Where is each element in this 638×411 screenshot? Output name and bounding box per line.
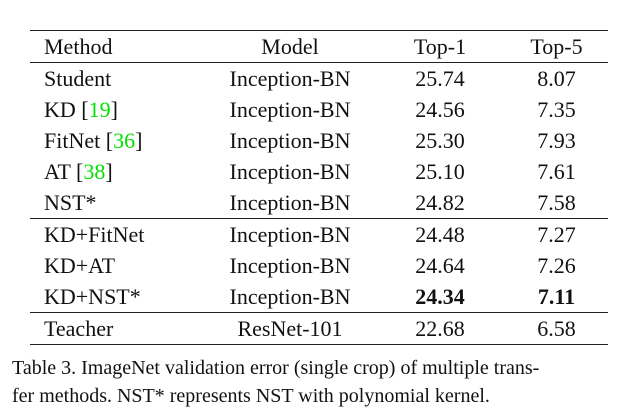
method-text: KD+FitNet — [44, 221, 145, 247]
model-cell: Inception-BN — [229, 252, 351, 278]
method-cell: NST* — [30, 190, 205, 216]
top1-cell: 22.68 — [415, 315, 465, 341]
header-cell: Top-5 — [530, 33, 583, 59]
method-cell: KD [19] — [30, 97, 205, 123]
table-row: FitNet [36] Inception-BN 25.30 7.93 — [30, 125, 608, 156]
top5-cell: 7.35 — [537, 96, 576, 122]
table-row: AT [38] Inception-BN 25.10 7.61 — [30, 156, 608, 187]
method-text: KD+NST* — [44, 283, 141, 309]
method-text: KD+AT — [44, 252, 116, 278]
header-cell: Top-1 — [413, 33, 467, 59]
method-text: ] — [110, 96, 118, 122]
top1-cell: 25.30 — [415, 127, 465, 153]
table-row: KD+FitNet Inception-BN 24.48 7.27 — [30, 218, 608, 250]
table-row: KD [19] Inception-BN 24.56 7.35 — [30, 94, 608, 125]
top1-cell: 25.74 — [415, 65, 465, 91]
table-row: Student Inception-BN 25.74 8.07 — [30, 62, 608, 94]
method-cell: Student — [30, 66, 205, 92]
header-cell: Method — [44, 33, 113, 59]
method-cell: KD+FitNet — [30, 222, 205, 248]
model-cell: Inception-BN — [229, 158, 351, 184]
method-text: Student — [44, 65, 112, 91]
method-cell: KD+NST* — [30, 284, 205, 310]
top5-cell: 7.61 — [537, 158, 576, 184]
top1-cell: 24.56 — [415, 96, 465, 122]
method-cell: KD+AT — [30, 253, 205, 279]
citation: 19 — [88, 96, 111, 122]
top5-cell: 7.27 — [537, 221, 576, 247]
method-text: KD [ — [44, 96, 89, 122]
top1-cell: 24.48 — [415, 221, 465, 247]
header-cell: Model — [261, 33, 319, 59]
method-cell: AT [38] — [30, 159, 205, 185]
table-row: KD+NST* Inception-BN 24.34 7.11 — [30, 281, 608, 312]
model-cell: Inception-BN — [229, 96, 351, 122]
top5-cell: 7.93 — [537, 127, 576, 153]
model-cell: Inception-BN — [229, 221, 351, 247]
method-cell: Teacher — [30, 316, 205, 342]
method-text: FitNet [ — [44, 127, 114, 153]
top5-cell: 7.11 — [537, 283, 576, 309]
model-cell: Inception-BN — [229, 283, 351, 309]
top5-cell: 6.58 — [537, 315, 576, 341]
table-row: KD+AT Inception-BN 24.64 7.26 — [30, 250, 608, 281]
method-cell: FitNet [36] — [30, 128, 205, 154]
caption-line: Table 3. ImageNet validation error (sing… — [12, 357, 540, 379]
citation: 36 — [113, 127, 136, 153]
top5-cell: 7.26 — [537, 252, 576, 278]
results-table: Method Model Top-1 Top-5 Student Inception-BN… — [30, 30, 608, 345]
top1-cell: 24.64 — [415, 252, 465, 278]
method-text: Teacher — [44, 315, 114, 341]
top5-cell: 7.58 — [537, 189, 576, 215]
header-row: Method Model Top-1 Top-5 — [30, 31, 608, 62]
top5-cell: 8.07 — [537, 65, 576, 91]
model-cell: Inception-BN — [229, 127, 351, 153]
method-text: ] — [105, 158, 113, 184]
top1-cell: 25.10 — [415, 158, 465, 184]
top1-cell: 24.82 — [415, 189, 465, 215]
model-cell: Inception-BN — [229, 189, 351, 215]
table-row: NST* Inception-BN 24.82 7.58 — [30, 187, 608, 218]
top1-cell: 24.34 — [415, 283, 465, 309]
caption-line: fer methods. NST* represents NST with po… — [12, 385, 490, 407]
caption: Table 3. ImageNet validation error (sing… — [12, 354, 628, 410]
method-text: NST* — [44, 189, 97, 215]
model-cell: ResNet-101 — [237, 315, 343, 341]
method-text: ] — [135, 127, 143, 153]
table-row: Teacher ResNet-101 22.68 6.58 — [30, 312, 608, 344]
citation: 38 — [83, 158, 106, 184]
method-text: AT [ — [44, 158, 84, 184]
model-cell: Inception-BN — [229, 65, 351, 91]
